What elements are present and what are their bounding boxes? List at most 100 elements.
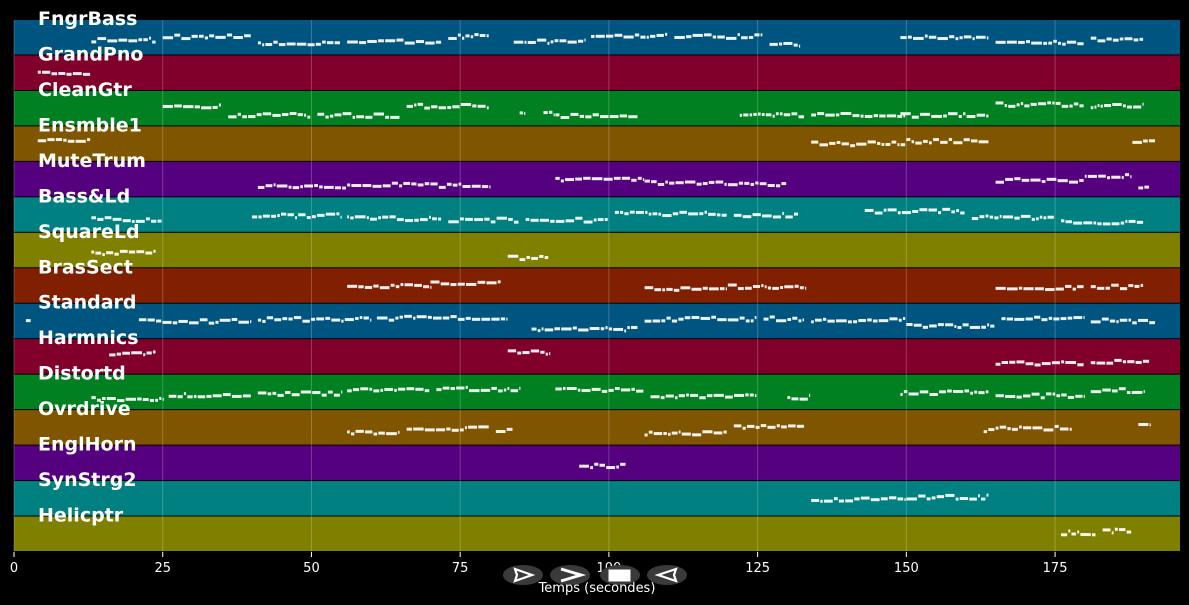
note-segment (555, 386, 644, 393)
note (451, 428, 459, 432)
rewind-icon (654, 567, 678, 583)
note (918, 494, 926, 498)
note (131, 351, 143, 355)
note (547, 41, 550, 45)
note-segment (614, 210, 727, 218)
note-segment (644, 179, 727, 186)
note (414, 218, 419, 222)
note (1041, 180, 1046, 184)
note (1143, 139, 1148, 143)
note (995, 101, 1004, 105)
note-segment (971, 214, 1054, 221)
note-segment (347, 38, 442, 45)
note (781, 182, 787, 186)
note (1119, 318, 1128, 322)
play-forward-button-bg[interactable] (503, 565, 543, 585)
note (281, 212, 287, 216)
note (656, 33, 664, 37)
lane-helicptr (14, 516, 1180, 551)
note (922, 139, 928, 143)
note (91, 250, 95, 254)
note (1109, 319, 1116, 323)
note (258, 215, 262, 219)
note (919, 208, 928, 212)
note (721, 213, 727, 217)
note (738, 181, 744, 185)
note-segment (811, 140, 906, 148)
note (262, 214, 270, 218)
note (744, 181, 750, 185)
note (460, 102, 472, 106)
note (1061, 533, 1068, 537)
note (183, 105, 194, 109)
note (365, 430, 373, 434)
note (1006, 287, 1018, 291)
note (1144, 185, 1150, 189)
note (278, 43, 286, 47)
note (767, 286, 772, 290)
note (686, 35, 692, 39)
note (132, 219, 135, 223)
note (798, 115, 805, 119)
note-segment (811, 111, 906, 118)
fast-forward-button-bg[interactable] (550, 565, 590, 585)
note (1114, 358, 1122, 362)
note (727, 318, 739, 322)
x-tick-label: 0 (10, 561, 18, 576)
note-segment (1061, 219, 1144, 226)
note (727, 183, 738, 187)
note-segment (543, 110, 555, 117)
note-segment (109, 350, 156, 357)
fast-forward-button[interactable] (550, 565, 590, 585)
note (1136, 220, 1144, 224)
note-segment (251, 212, 342, 220)
note (457, 33, 461, 37)
note-segment (900, 34, 989, 41)
note (737, 287, 744, 291)
rewind-button-bg[interactable] (647, 565, 687, 585)
note (277, 214, 280, 218)
note (725, 36, 737, 40)
note (355, 429, 364, 433)
note (631, 387, 635, 391)
note-segment (1090, 36, 1144, 43)
note (949, 35, 955, 39)
note (907, 35, 912, 39)
note (614, 210, 619, 214)
note (928, 141, 932, 145)
note (769, 315, 775, 319)
stop-button[interactable] (600, 565, 640, 585)
note (956, 209, 960, 213)
note (282, 317, 288, 321)
note (1125, 219, 1128, 223)
note (827, 319, 835, 323)
note (386, 432, 397, 436)
note (496, 216, 507, 220)
note (549, 352, 551, 356)
note (406, 387, 415, 391)
note-segment (787, 393, 811, 401)
note (414, 283, 422, 287)
note (1019, 425, 1022, 429)
note (678, 394, 685, 398)
note (591, 387, 601, 391)
note (860, 496, 870, 500)
note (614, 387, 620, 391)
play-forward-button[interactable] (503, 565, 543, 585)
note (1046, 177, 1057, 181)
note (1071, 532, 1077, 536)
note (231, 318, 238, 322)
note (281, 113, 289, 117)
note (531, 327, 537, 331)
note (995, 286, 1006, 290)
note-segment (1138, 185, 1150, 190)
note (856, 142, 867, 146)
note (355, 317, 359, 321)
rewind-button[interactable] (647, 565, 687, 585)
note (194, 105, 200, 109)
note (953, 141, 963, 145)
note (864, 208, 874, 212)
note (323, 185, 334, 189)
note (325, 212, 336, 216)
note (327, 390, 333, 394)
